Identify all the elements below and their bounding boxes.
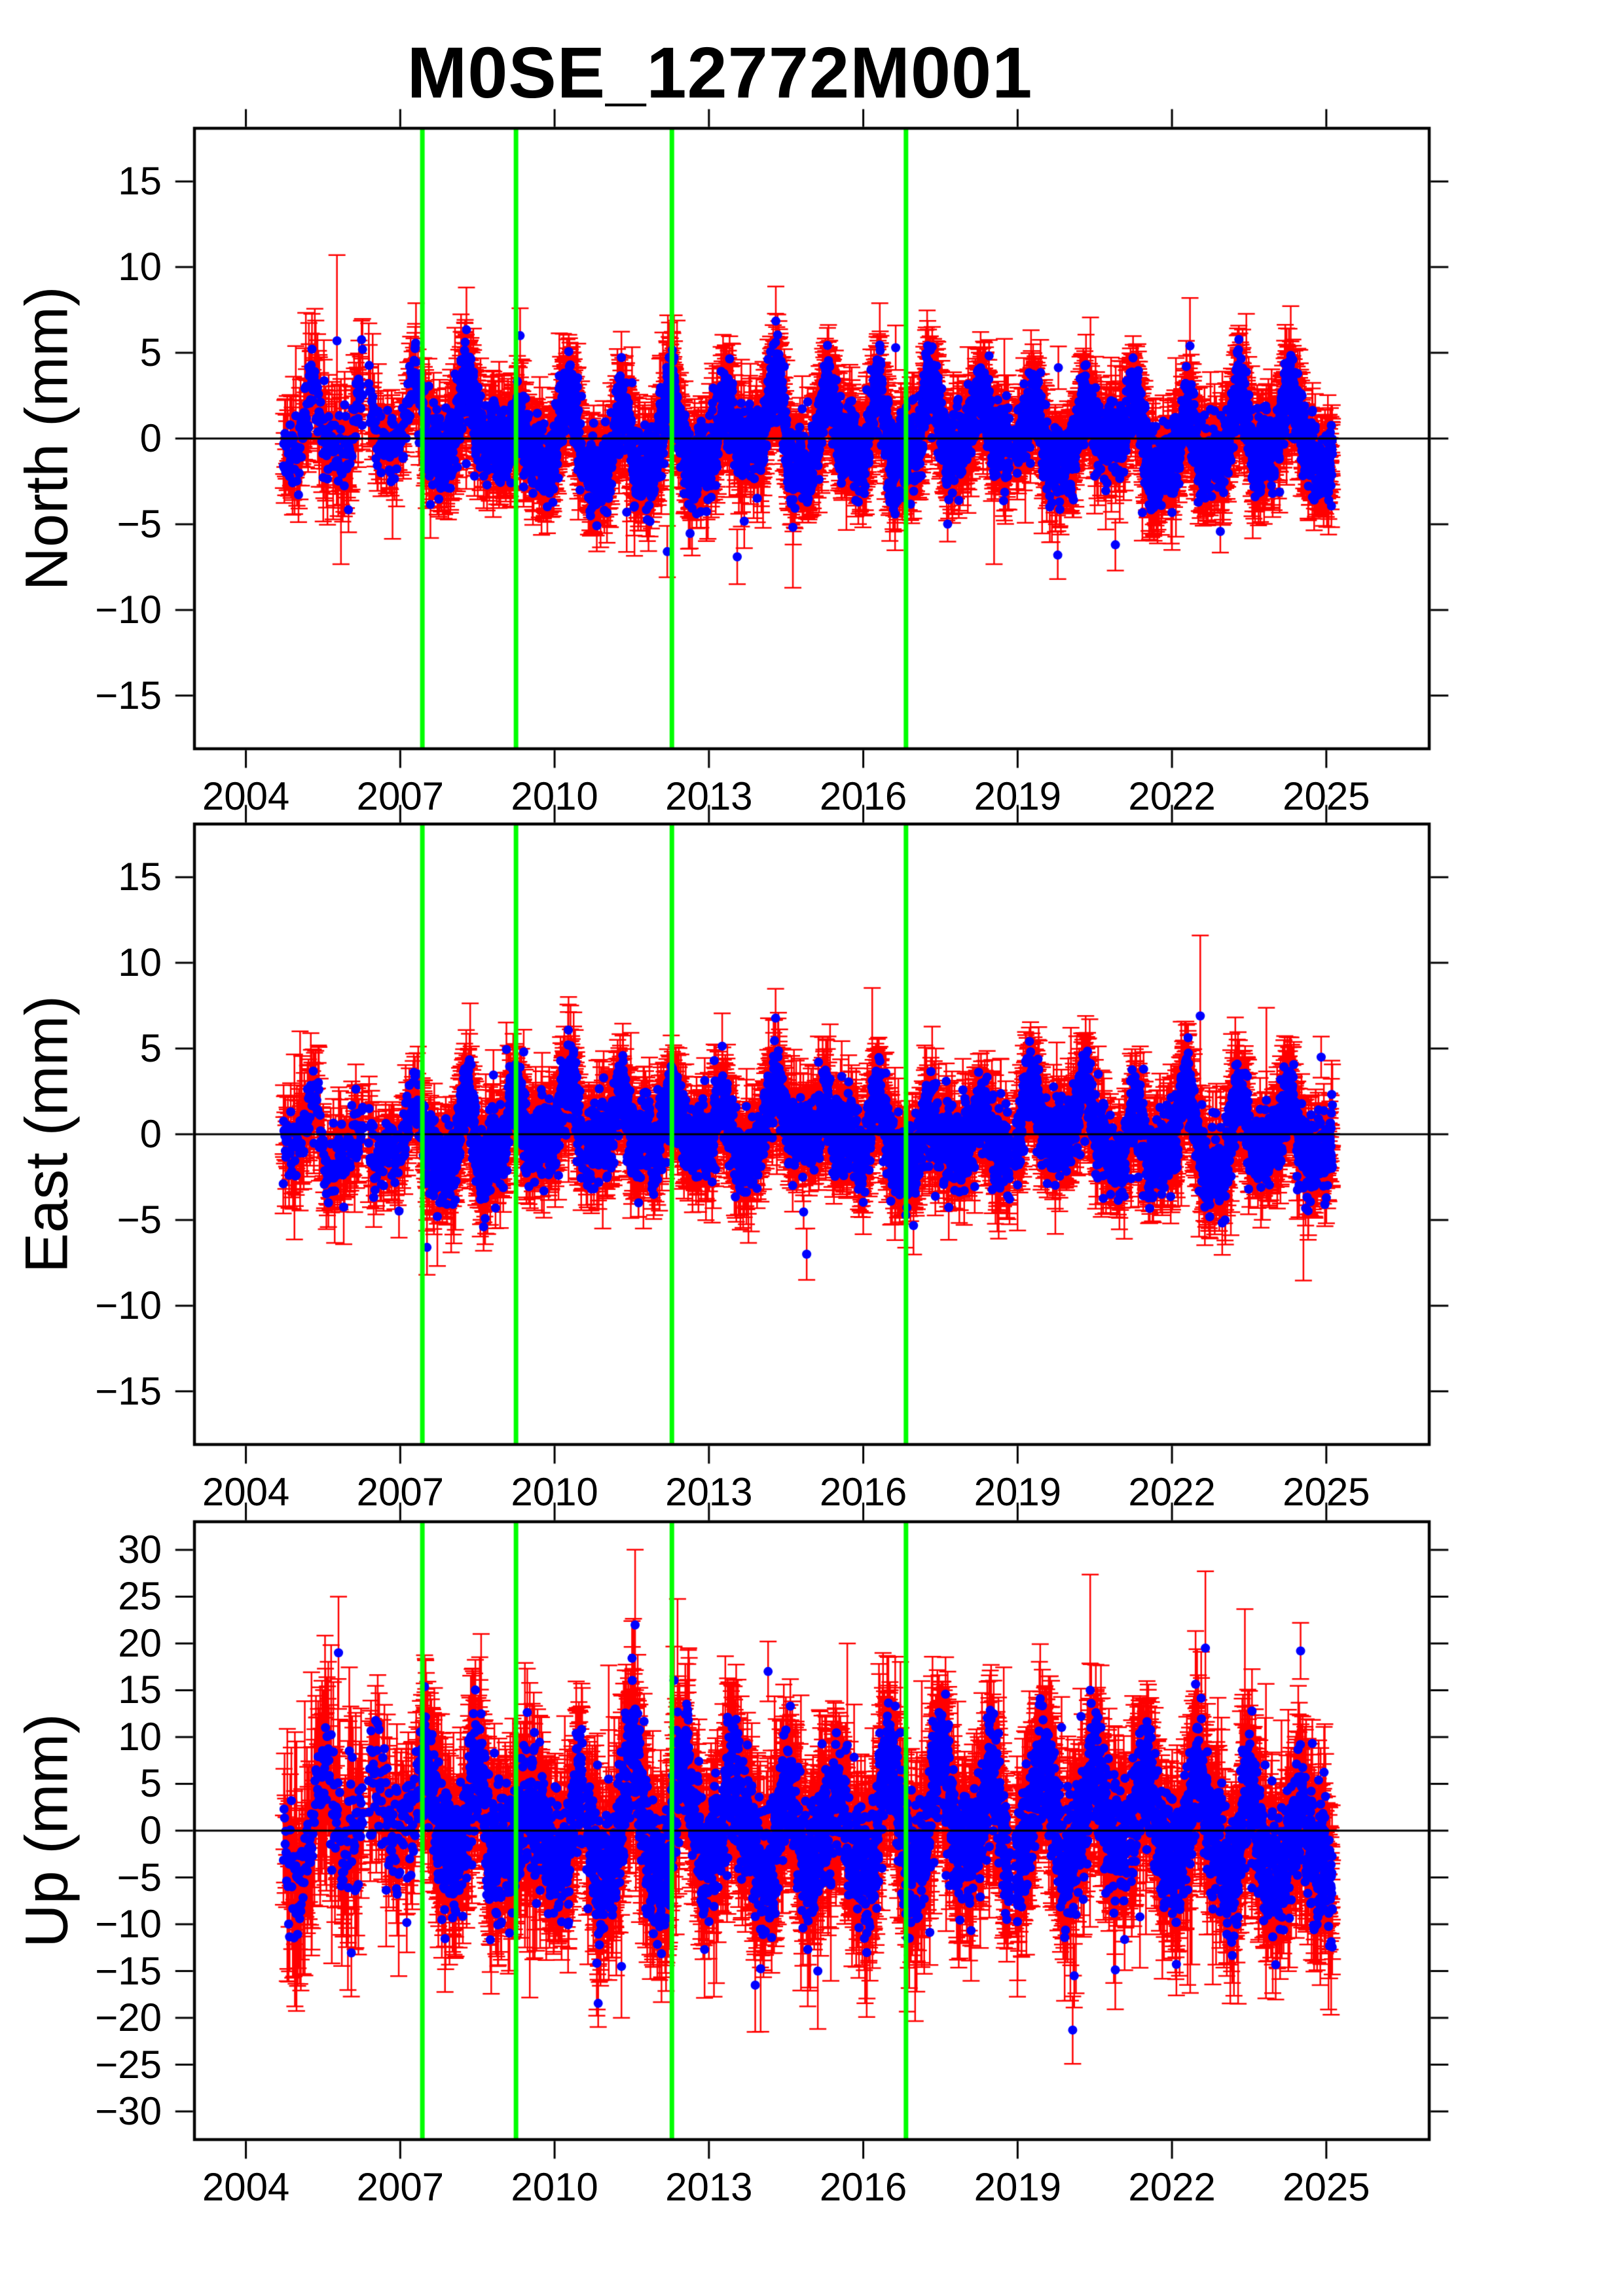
y-tick-label: −20 [95,1996,162,2040]
y-tick-label: 10 [118,941,162,985]
x-tick-label: 2022 [1128,774,1216,818]
y-tick-label: 0 [139,1808,162,1852]
x-tick-label: 2013 [665,1470,753,1514]
x-tick-label: 2007 [356,1470,445,1514]
x-tick-label: 2022 [1128,2165,1216,2209]
x-tick-label: 2019 [974,774,1062,818]
x-tick-label: 2019 [974,2165,1062,2209]
x-tick-label: 2004 [202,774,290,818]
y-tick-label: 0 [139,416,162,460]
x-tick-label: 2013 [665,2165,753,2209]
x-tick-label: 2025 [1283,774,1370,818]
x-tick-label: 2025 [1283,1470,1370,1514]
x-tick-label: 2013 [665,774,753,818]
x-tick-label: 2004 [202,1470,290,1514]
y-tick-label: 5 [139,1026,162,1071]
y-tick-label: 0 [139,1112,162,1156]
x-tick-label: 2022 [1128,1470,1216,1514]
x-tick-label: 2016 [819,774,907,818]
y-tick-label: −10 [95,1902,162,1946]
x-tick-label: 2019 [974,1470,1062,1514]
y-tick-label: −10 [95,1283,162,1327]
y-tick-label: −15 [95,1369,162,1413]
y-tick-label: −30 [95,2089,162,2134]
x-tick-label: 2007 [356,2165,445,2209]
x-tick-label: 2010 [511,774,598,818]
y-tick-label: −5 [117,1197,162,1242]
y-tick-label: −10 [95,587,162,632]
x-tick-label: 2010 [511,2165,598,2209]
y-tick-label: 30 [118,1527,162,1571]
y-tick-label: −15 [95,673,162,717]
x-tick-label: 2016 [819,1470,907,1514]
y-tick-label: 15 [118,855,162,899]
y-tick-label: −25 [95,2042,162,2087]
x-tick-label: 2010 [511,1470,598,1514]
y-tick-label: 5 [139,1761,162,1806]
x-tick-label: 2007 [356,774,445,818]
chart-title: M0SE_12772M001 [407,33,1033,113]
y-tick-label: −15 [95,1948,162,1993]
y-tick-label: 15 [118,159,162,204]
y-tick-label: 20 [118,1621,162,1665]
y-tick-label: 25 [118,1574,162,1619]
y-tick-label: −5 [117,1855,162,1899]
x-tick-label: 2025 [1283,2165,1370,2209]
x-tick-label: 2016 [819,2165,907,2209]
y-tick-label: 5 [139,331,162,375]
y-tick-label: 10 [118,245,162,289]
y-tick-label: −5 [117,501,162,546]
y-tick-label: 10 [118,1714,162,1759]
y-tick-label: 15 [118,1668,162,1712]
x-tick-label: 2004 [202,2165,290,2209]
